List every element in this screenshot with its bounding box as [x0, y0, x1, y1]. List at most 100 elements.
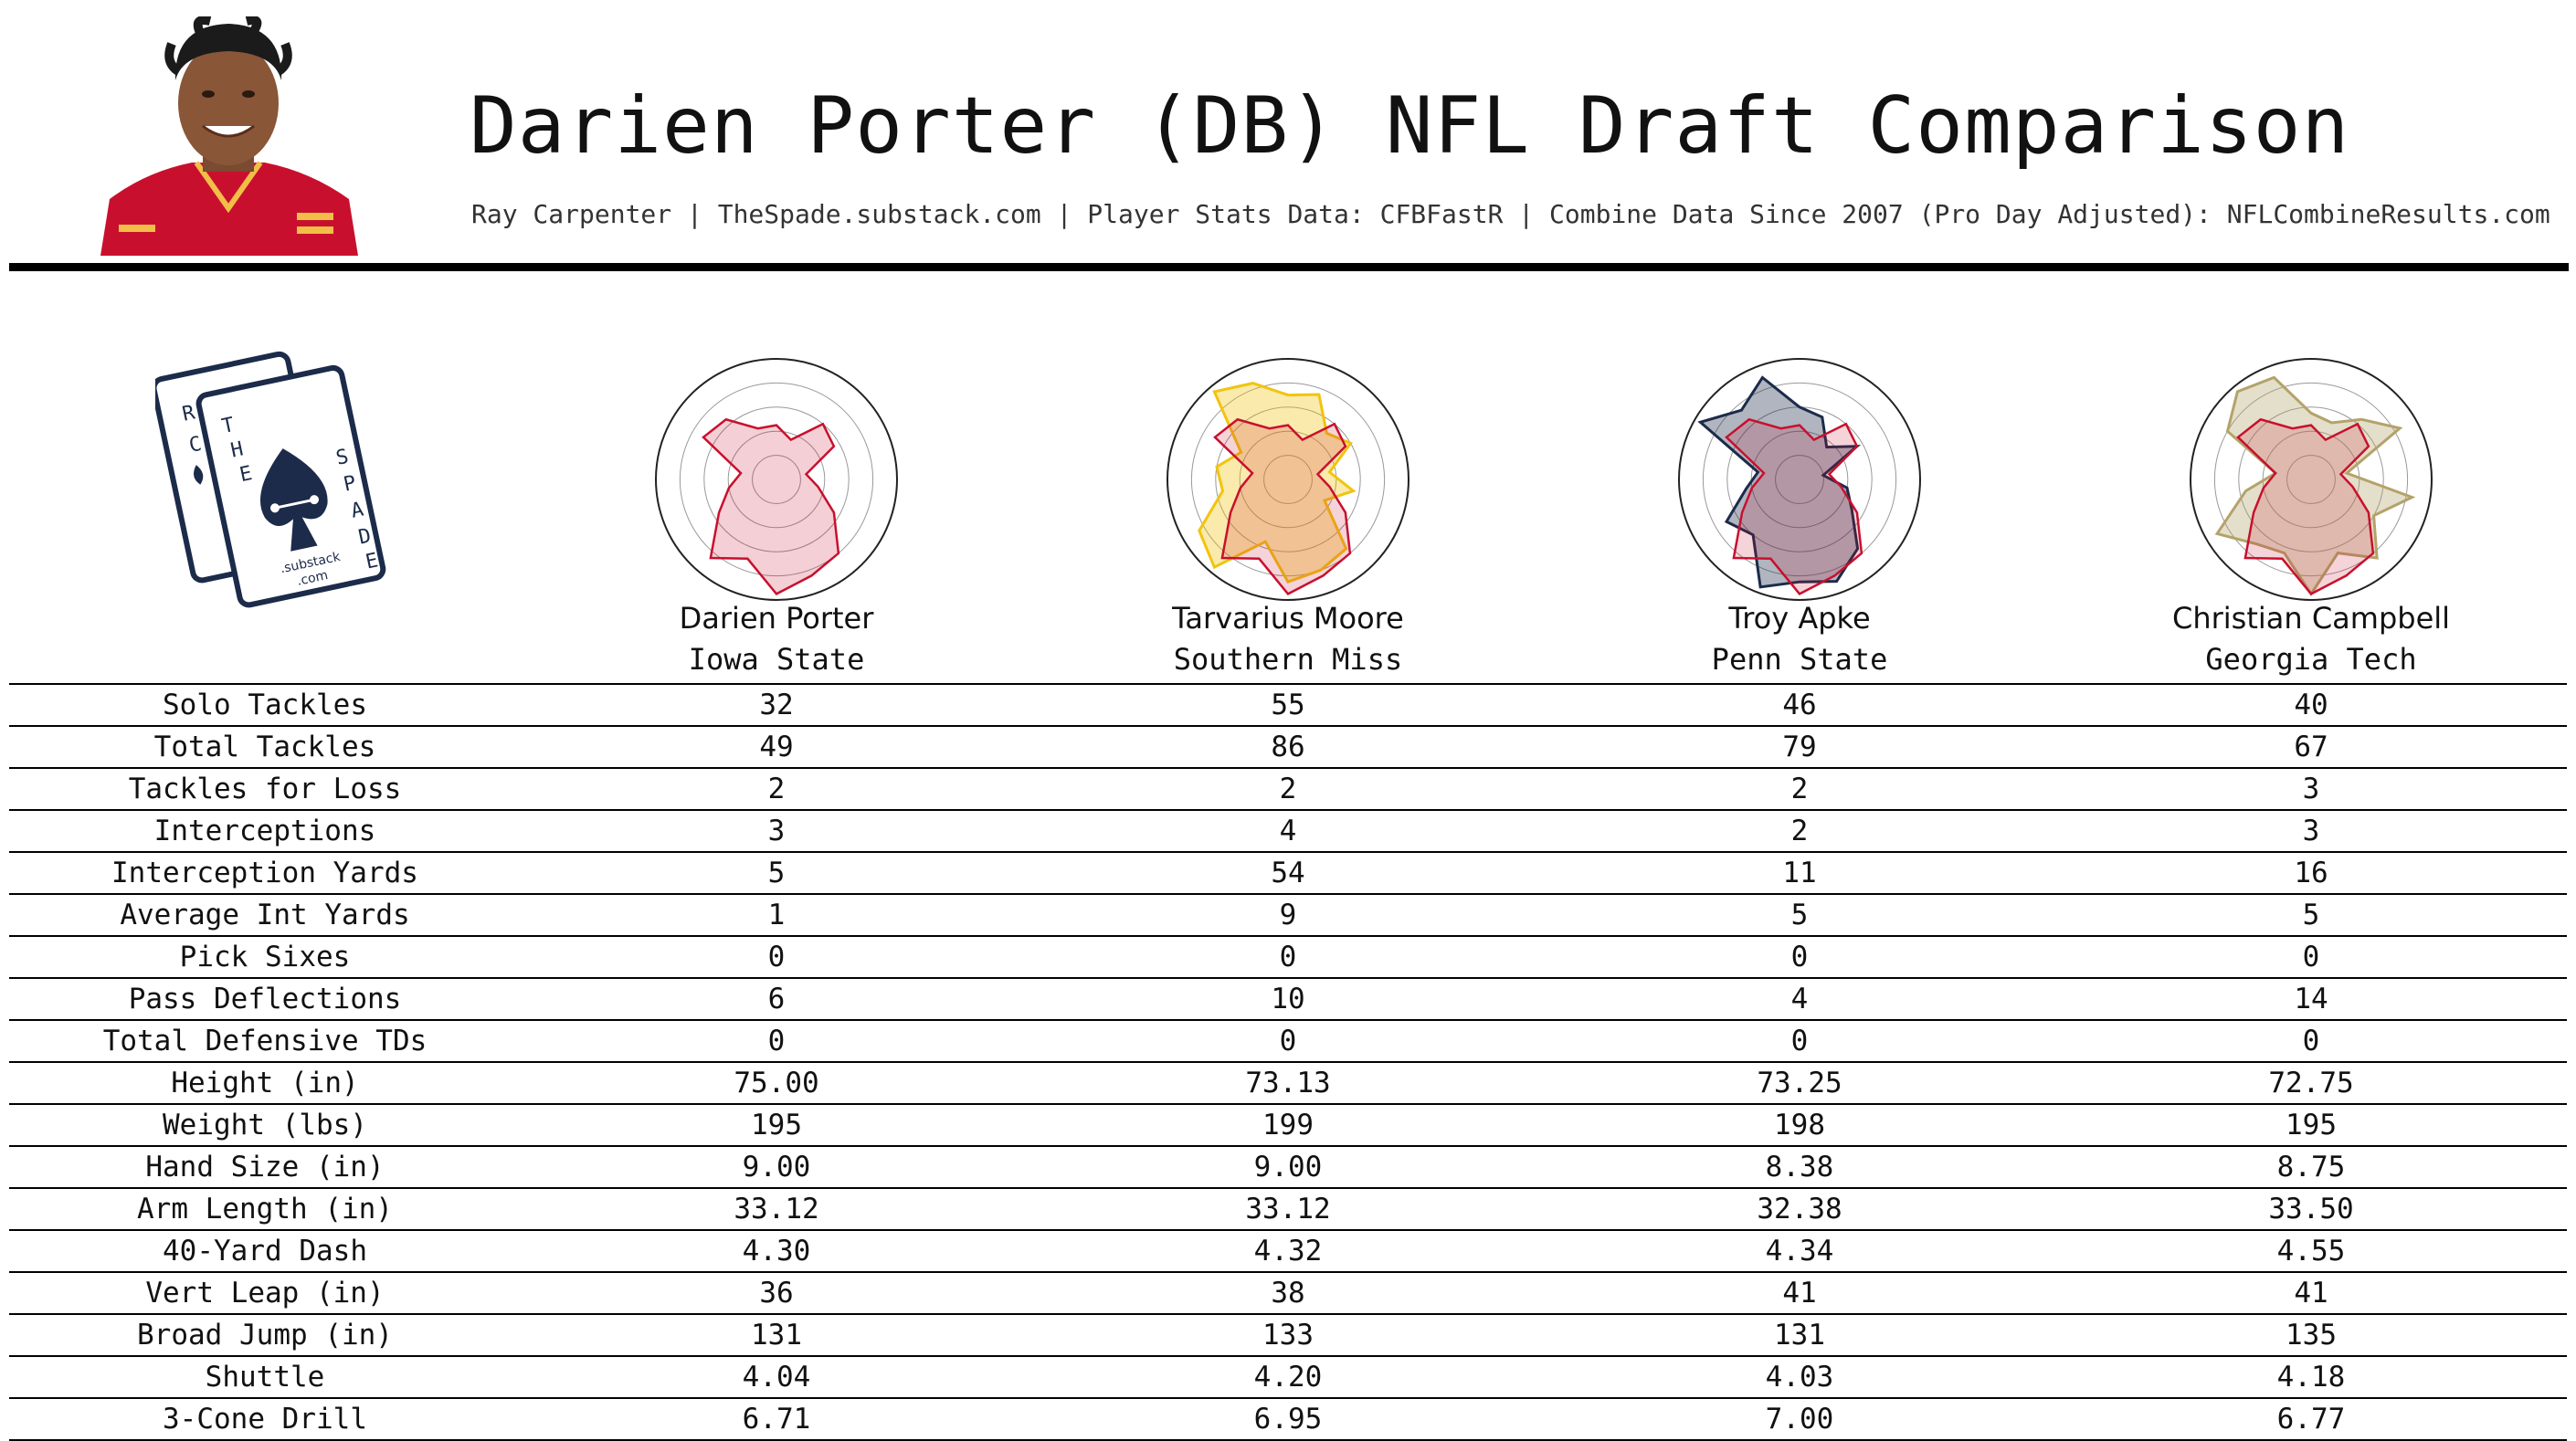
- table-row: Pick Sixes 0 0 0 0: [9, 935, 2567, 978]
- stat-value: 6.95: [1032, 1397, 1544, 1441]
- logo-com: .com: [296, 568, 330, 589]
- stat-value: 4.03: [1544, 1355, 2055, 1398]
- logo-letter: T: [220, 414, 237, 438]
- logo-letter: E: [238, 462, 254, 487]
- radar-chart-christian-campbell: [2190, 358, 2433, 601]
- stat-value: 0: [521, 1019, 1032, 1062]
- stat-value: 6: [521, 977, 1032, 1020]
- stat-value: 4.04: [521, 1355, 1032, 1398]
- logo-letter: R: [180, 401, 197, 426]
- stat-value: 0: [2055, 1019, 2567, 1062]
- stat-value: 4.32: [1032, 1229, 1544, 1272]
- stat-label: Pass Deflections: [9, 977, 521, 1020]
- stat-value: 75.00: [521, 1061, 1032, 1104]
- logo-letter: P: [342, 472, 358, 497]
- stat-label: Tackles for Loss: [9, 767, 521, 810]
- stat-value: 131: [521, 1313, 1032, 1356]
- player-name: Tarvarius Moore: [1172, 601, 1404, 636]
- stat-value: 4: [1032, 809, 1544, 852]
- stat-value: 79: [1544, 725, 2055, 768]
- player-headshot: [100, 16, 358, 256]
- radar-chart-troy-apke: [1678, 358, 1921, 601]
- stat-value: 4: [1544, 977, 2055, 1020]
- stat-value: 73.25: [1544, 1061, 2055, 1104]
- stat-value: 4.55: [2055, 1229, 2567, 1272]
- stat-value: 0: [2055, 935, 2567, 978]
- table-row: Total Defensive TDs 0 0 0 0: [9, 1019, 2567, 1062]
- stat-label: Shuttle: [9, 1355, 521, 1398]
- radar-grid-ring: [679, 382, 874, 577]
- stat-value: 195: [2055, 1103, 2567, 1146]
- player-name: Darien Porter: [679, 601, 874, 636]
- stat-value: 198: [1544, 1103, 2055, 1146]
- radar-series-porter: [2236, 417, 2375, 595]
- stat-label: Broad Jump (in): [9, 1313, 521, 1356]
- stat-value: 3: [2055, 767, 2567, 810]
- player-school: Iowa State: [688, 642, 865, 677]
- stat-label: 3-Cone Drill: [9, 1397, 521, 1441]
- radar-series-porter: [702, 417, 840, 595]
- stat-value: 3: [2055, 809, 2567, 852]
- radar-series-porter: [1725, 417, 1863, 595]
- table-row: Total Tackles 49 86 79 67: [9, 725, 2567, 768]
- stat-value: 135: [2055, 1313, 2567, 1356]
- logo-letter: E: [364, 549, 380, 573]
- player-school: Penn State: [1711, 642, 1888, 677]
- stat-value: 49: [521, 725, 1032, 768]
- stat-label: Weight (lbs): [9, 1103, 521, 1146]
- stat-value: 86: [1032, 725, 1544, 768]
- logo-letter: A: [349, 499, 365, 523]
- stat-value: 33.50: [2055, 1187, 2567, 1230]
- stat-value: 2: [521, 767, 1032, 810]
- logo-letter: D: [356, 524, 373, 549]
- table-row: Tackles for Loss 2 2 2 3: [9, 767, 2567, 810]
- stat-value: 4.18: [2055, 1355, 2567, 1398]
- stat-value: 7.00: [1544, 1397, 2055, 1441]
- stat-label: Arm Length (in): [9, 1187, 521, 1230]
- stat-value: 5: [2055, 893, 2567, 936]
- table-row: Hand Size (in) 9.00 9.00 8.38 8.75: [9, 1145, 2567, 1188]
- table-row: Interceptions 3 4 2 3: [9, 809, 2567, 852]
- radar-grid-ring: [703, 406, 850, 552]
- stat-value: 8.38: [1544, 1145, 2055, 1188]
- stat-value: 4.34: [1544, 1229, 2055, 1272]
- stat-value: 10: [1032, 977, 1544, 1020]
- player-name: Troy Apke: [1728, 601, 1871, 636]
- radar-chart-darien-porter: [655, 358, 898, 601]
- stat-value: 8.75: [2055, 1145, 2567, 1188]
- stat-value: 0: [1544, 935, 2055, 978]
- stat-value: 67: [2055, 725, 2567, 768]
- radar-series-porter: [1213, 417, 1352, 595]
- stat-value: 9.00: [1032, 1145, 1544, 1188]
- player-school: Georgia Tech: [2205, 642, 2417, 677]
- table-row: Weight (lbs) 195 199 198 195: [9, 1103, 2567, 1146]
- stat-label: Interceptions: [9, 809, 521, 852]
- stat-value: 9: [1032, 893, 1544, 936]
- stat-value: 0: [1032, 1019, 1544, 1062]
- stat-value: 9.00: [521, 1145, 1032, 1188]
- stat-value: 11: [1544, 851, 2055, 894]
- table-row: Shuttle 4.04 4.20 4.03 4.18: [9, 1355, 2567, 1398]
- stat-value: 55: [1032, 683, 1544, 726]
- table-row: Broad Jump (in) 131 133 131 135: [9, 1313, 2567, 1356]
- chart-title: Darien Porter (DB) NFL Draft Comparison: [470, 80, 2350, 172]
- stat-label: Vert Leap (in): [9, 1271, 521, 1314]
- stat-value: 5: [521, 851, 1032, 894]
- stat-value: 16: [2055, 851, 2567, 894]
- radar-grid-ring: [727, 430, 826, 529]
- stat-value: 1: [521, 893, 1032, 936]
- logo-letter: S: [334, 446, 351, 470]
- stat-label: Solo Tackles: [9, 683, 521, 726]
- stat-value: 133: [1032, 1313, 1544, 1356]
- stat-value: 33.12: [521, 1187, 1032, 1230]
- radar-grid-ring: [1190, 382, 1386, 577]
- stat-label: Total Tackles: [9, 725, 521, 768]
- radar-grid-ring: [752, 455, 801, 504]
- stat-value: 4.30: [521, 1229, 1032, 1272]
- stat-label: Pick Sixes: [9, 935, 521, 978]
- stats-table: Solo Tackles 32 55 46 40 Total Tackles 49 86 79 6…: [9, 683, 2567, 1441]
- chart-subtitle: Ray Carpenter | TheSpade.substack.com | …: [471, 199, 2550, 229]
- table-row: Interception Yards 5 54 11 16: [9, 851, 2567, 894]
- stat-value: 36: [521, 1271, 1032, 1314]
- radar-grid-ring: [1215, 406, 1361, 552]
